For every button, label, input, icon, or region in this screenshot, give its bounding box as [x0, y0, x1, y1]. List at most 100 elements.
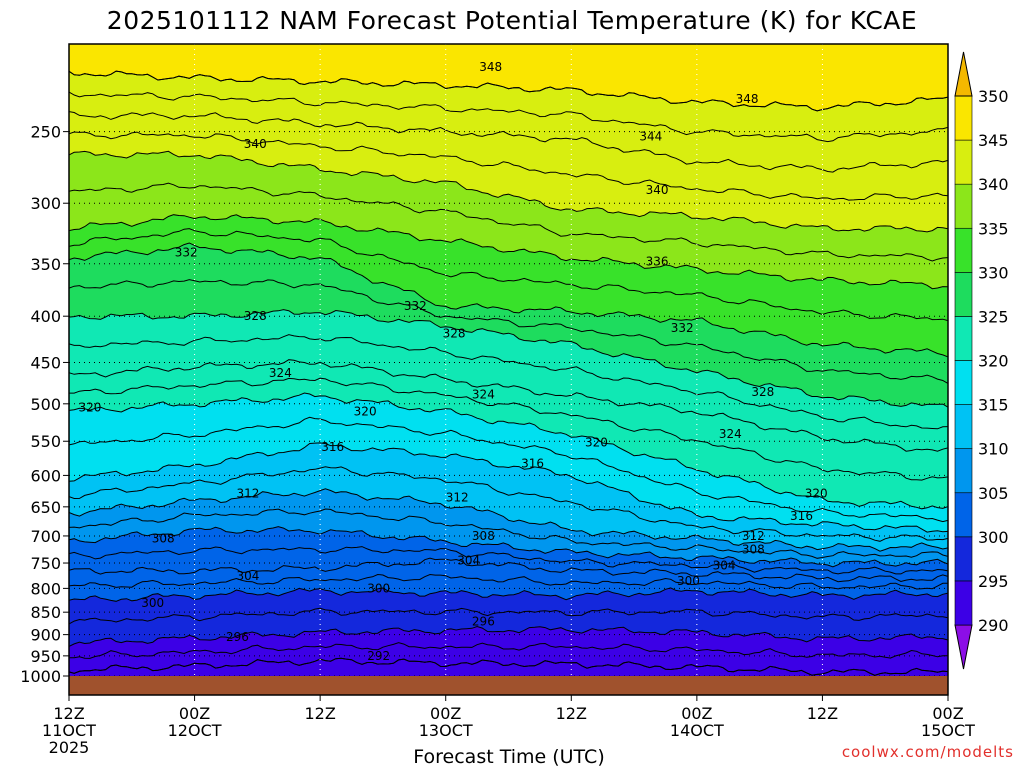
- isentrope-334: [69, 228, 948, 322]
- isentrope-350: [69, 70, 948, 112]
- x-tick-label: 15OCT: [921, 721, 975, 740]
- colorbar: 290 295 300 305 310 315 320 325 330 335 340 345 350: [954, 51, 1009, 670]
- band-above-348: [69, 44, 948, 111]
- colorbar-max-arrow: [954, 51, 973, 97]
- contour-label: 332: [671, 321, 694, 335]
- contour-label: 324: [472, 387, 495, 401]
- isentrope-304: [69, 557, 948, 583]
- isentrope-296: [69, 625, 948, 647]
- isentrope-306: [69, 546, 948, 575]
- contour-label: 328: [443, 326, 466, 340]
- chart-title: 2025101112 NAM Forecast Potential Temper…: [107, 6, 917, 35]
- isentrope-lines: [69, 70, 948, 676]
- isentrope-294: [69, 642, 948, 659]
- y-tick-label: 500: [30, 395, 61, 414]
- colorbar-label: 310: [978, 440, 1009, 459]
- contour-label: 300: [141, 596, 164, 610]
- y-tick-label: 1000: [20, 667, 61, 686]
- contour-label: 328: [244, 309, 267, 323]
- contour-label: 348: [736, 92, 759, 106]
- contour-label: 300: [367, 581, 390, 595]
- contour-label: 316: [790, 509, 813, 523]
- colorbar-swatch: [954, 139, 973, 185]
- y-tick-label: 400: [30, 307, 61, 326]
- contour-labels: 348 348 344 340 340 336 332 332 332 328 328 328 324 3…: [78, 60, 827, 663]
- x-axis-label: Forecast Time (UTC): [413, 746, 604, 768]
- contour-label: 324: [269, 366, 292, 380]
- y-tick-label: 300: [30, 194, 61, 213]
- colorbar-label: 325: [978, 307, 1009, 326]
- colorbar-swatch: [954, 404, 973, 449]
- y-tick-label: 700: [30, 527, 61, 546]
- contour-label: 308: [152, 532, 175, 546]
- contour-label: 308: [472, 529, 495, 543]
- isentrope-298: [69, 607, 948, 625]
- colorbar-label: 315: [978, 396, 1009, 415]
- colorbar-label: 340: [978, 175, 1009, 194]
- contour-label: 316: [321, 440, 344, 454]
- colorbar-swatch: [954, 580, 973, 626]
- y-tick-label: 750: [30, 554, 61, 573]
- isentrope-338: [69, 182, 948, 262]
- isentrope-320: [69, 392, 948, 510]
- contour-label: 296: [472, 614, 495, 628]
- y-tick-label: 550: [30, 432, 61, 451]
- y-tick-label: 650: [30, 498, 61, 517]
- isentrope-318: [69, 416, 948, 523]
- isentrope-324: [69, 359, 948, 452]
- x-tick-label: 12Z: [807, 704, 838, 723]
- isentrope-312: [69, 488, 948, 552]
- isentrope-292: [69, 657, 948, 676]
- colorbar-label: 330: [978, 263, 1009, 282]
- contour-label: 340: [646, 183, 669, 197]
- x-tick-label: 00Z: [932, 704, 963, 723]
- contour-label: 336: [646, 255, 669, 269]
- x-tick-label: 2025: [49, 738, 90, 757]
- x-tick-label: 00Z: [430, 704, 461, 723]
- y-tick-label: 950: [30, 647, 61, 666]
- y-tick-label: 600: [30, 466, 61, 485]
- isentrope-326: [69, 334, 948, 430]
- colorbar-swatch: [954, 95, 973, 141]
- contour-label: 308: [742, 543, 765, 557]
- x-tick-label: 12OCT: [168, 721, 222, 740]
- colorbar-swatch: [954, 227, 973, 273]
- isentrope-330: [69, 279, 948, 384]
- contour-label: 312: [236, 486, 259, 500]
- y-tick-label: 900: [30, 626, 61, 645]
- isentrope-300: [69, 587, 948, 602]
- colorbar-label: 335: [978, 219, 1009, 238]
- contour-label: 312: [446, 491, 469, 505]
- contour-label: 344: [639, 129, 662, 143]
- x-tick-label: 12Z: [556, 704, 587, 723]
- y-tick-label: 350: [30, 255, 61, 274]
- isentrope-316: [69, 442, 948, 533]
- ground-surface: [69, 676, 948, 695]
- colorbar-label: 345: [978, 131, 1009, 150]
- contour-label: 300: [677, 574, 700, 588]
- contour-label: 296: [226, 630, 249, 644]
- isentrope-332: [69, 242, 948, 358]
- colorbar-swatch: [954, 492, 973, 538]
- colorbar-swatch: [954, 183, 973, 229]
- contour-label: 324: [719, 427, 742, 441]
- colorbar-label: 290: [978, 616, 1009, 635]
- contour-label: 312: [742, 529, 765, 543]
- y-tick-label: 250: [30, 123, 61, 142]
- contour-label: 332: [404, 299, 427, 313]
- contour-label: 340: [244, 137, 267, 151]
- contour-label: 304: [457, 553, 480, 567]
- source-credit[interactable]: coolwx.com/modelts: [842, 743, 1014, 761]
- colorbar-label: 305: [978, 484, 1009, 503]
- contour-label: 304: [236, 569, 259, 583]
- colorbar-swatch: [954, 448, 973, 494]
- contour-label: 292: [367, 649, 390, 663]
- isentrope-308: [69, 526, 948, 568]
- contour-label: 320: [805, 486, 828, 500]
- x-tick-label: 13OCT: [419, 721, 473, 740]
- y-tick-label: 450: [30, 353, 61, 372]
- colorbar-min-arrow: [954, 624, 973, 670]
- y-tick-label: 800: [30, 579, 61, 598]
